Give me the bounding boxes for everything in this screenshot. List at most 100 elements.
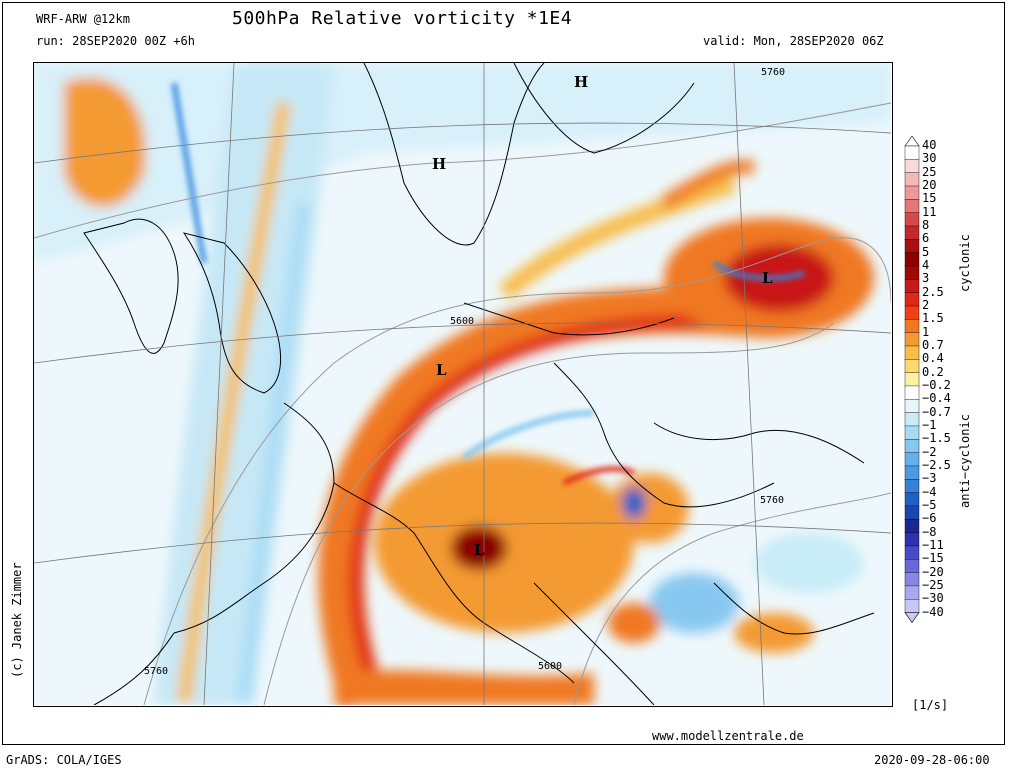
colorbar-tick-label: −4 (922, 484, 937, 499)
colorbar-tick-label: 8 (922, 218, 930, 232)
colorbar-swatch (904, 225, 920, 240)
colorbar-swatch (904, 545, 920, 560)
anticyclonic-label: anti−cyclonic (958, 414, 972, 508)
colorbar-swatch (904, 265, 920, 280)
geopotential-contours (34, 102, 891, 705)
colorbar-tick-label: −2 (922, 444, 937, 459)
valid-label: valid: Mon, 28SEP2020 06Z (703, 34, 884, 48)
colorbar-tick-label: 1.5 (922, 311, 944, 326)
contour-label: 5760 (761, 67, 785, 78)
colorbar-swatch (904, 532, 920, 547)
colorbar-swatch (904, 279, 920, 294)
colorbar-tick-label: −0.7 (922, 404, 951, 419)
colorbar-swatch (904, 332, 920, 347)
colorbar-tick-label: 2 (922, 298, 930, 312)
colorbar-tick-label: 6 (922, 231, 930, 246)
colorbar-swatch (904, 359, 920, 374)
colorbar-swatch (904, 492, 920, 507)
colorbar-tick-label: 40 (922, 138, 937, 152)
colorbar-swatch (904, 599, 920, 614)
colorbar-swatch (904, 519, 920, 534)
colorbar-swatch (904, 399, 920, 414)
colorbar-swatch (904, 345, 920, 360)
high-pressure-label: H (432, 155, 446, 173)
colorbar-swatch (904, 372, 920, 387)
colorbar-tick-label: 5 (922, 244, 930, 259)
colorbar-swatch (904, 239, 920, 254)
colorbar-swatch (904, 292, 920, 307)
colorbar-swatch (904, 585, 920, 600)
colorbar-tick-label: −1 (922, 417, 937, 432)
colorbar-tick-label: −0.2 (922, 377, 951, 392)
colorbar-swatch (904, 572, 920, 587)
contour-labels: 5760 5600 5760 5760 5600 (144, 67, 785, 677)
low-pressure-label: L (436, 361, 447, 379)
colorbar-swatch (904, 412, 920, 427)
contour-label: 5760 (760, 495, 784, 506)
colorbar-swatch (904, 252, 920, 267)
colorbar-tick-label: −11 (922, 537, 944, 552)
pressure-centers: H H L L L (432, 73, 773, 559)
colorbar-tick-label: 0.2 (922, 364, 944, 379)
colorbar-tick-label: 2.5 (922, 284, 944, 299)
colorbar-tick-label: 11 (922, 204, 937, 219)
contour-label: 5600 (450, 316, 474, 327)
colorbar-tick-label: −6 (922, 511, 937, 526)
colorbar-swatch (904, 159, 920, 174)
colorbar-arrow-bottom (904, 612, 920, 624)
chart-title: 500hPa Relative vorticity *1E4 (232, 8, 573, 29)
colorbar-swatch (904, 305, 920, 320)
colorbar-tick-label: 0.7 (922, 337, 944, 352)
colorbar-tick-label: 1 (922, 324, 930, 339)
colorbar-tick-label: −1.5 (922, 431, 951, 446)
colorbar-tick-label: −3 (922, 471, 937, 486)
colorbar-swatch (904, 199, 920, 214)
colorbar-swatch (904, 505, 920, 520)
vorticity-detail (171, 82, 805, 486)
contour-label: 5760 (144, 666, 168, 677)
timestamp-label: 2020-09-28-06:00 (874, 753, 990, 767)
colorbar-tick-label: 0.4 (922, 351, 944, 366)
run-label: run: 28SEP2020 00Z +6h (36, 34, 195, 48)
unit-label: [1/s] (912, 698, 949, 712)
colorbar-swatch (904, 145, 920, 160)
colorbar-swatch (904, 559, 920, 574)
colorbar-tick-label: −40 (922, 604, 944, 619)
colorbar-swatch (904, 465, 920, 480)
plot-frame (2, 2, 1005, 745)
colorbar-tick-label: 25 (922, 164, 937, 179)
colorbar-tick-label: −15 (922, 551, 944, 566)
grads-label: GrADS: COLA/IGES (6, 753, 122, 767)
model-label: WRF-ARW @12km (36, 12, 130, 26)
colorbar-swatch (904, 319, 920, 334)
colorbar-tick-label: 15 (922, 191, 937, 206)
colorbar-swatch (904, 452, 920, 467)
vorticity-field (34, 63, 891, 705)
vorticity-map: 5760 5600 5760 5760 5600 H H L L L (33, 62, 893, 707)
colorbar-arrow-top (904, 135, 920, 147)
cyclonic-label: cyclonic (958, 234, 972, 292)
coastlines (83, 63, 875, 705)
colorbar-swatch (904, 385, 920, 400)
website-label: www.modellzentrale.de (652, 729, 804, 743)
colorbar-tick-label: 30 (922, 151, 937, 166)
colorbar-tick-label: 3 (922, 271, 930, 286)
colorbar-swatch (904, 439, 920, 454)
colorbar-swatch (904, 172, 920, 187)
colorbar-tick-label: 4 (922, 258, 930, 272)
colorbar-tick-label: −5 (922, 497, 937, 512)
credit-label: (c) Janek Zimmer (10, 562, 24, 678)
colorbar (904, 135, 920, 630)
colorbar-swatch (904, 185, 920, 200)
low-pressure-label: L (762, 269, 773, 287)
colorbar-tick-label: −8 (922, 524, 937, 539)
colorbar-swatch (904, 479, 920, 494)
colorbar-tick-label: −0.4 (922, 391, 951, 406)
low-pressure-label: L (474, 541, 485, 559)
colorbar-tick-label: −30 (922, 591, 944, 606)
high-pressure-label: H (574, 73, 588, 91)
colorbar-tick-label: 20 (922, 178, 937, 192)
colorbar-swatch (904, 425, 920, 440)
colorbar-tick-label: −25 (922, 577, 944, 592)
colorbar-swatch (904, 212, 920, 227)
